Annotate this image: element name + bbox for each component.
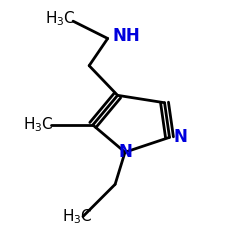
Text: H$_3$C: H$_3$C	[23, 116, 53, 134]
Text: H$_3$C: H$_3$C	[45, 9, 76, 28]
Text: N: N	[173, 128, 187, 146]
Text: N: N	[118, 143, 132, 161]
Text: H$_3$C: H$_3$C	[62, 207, 93, 226]
Text: NH: NH	[112, 27, 140, 45]
